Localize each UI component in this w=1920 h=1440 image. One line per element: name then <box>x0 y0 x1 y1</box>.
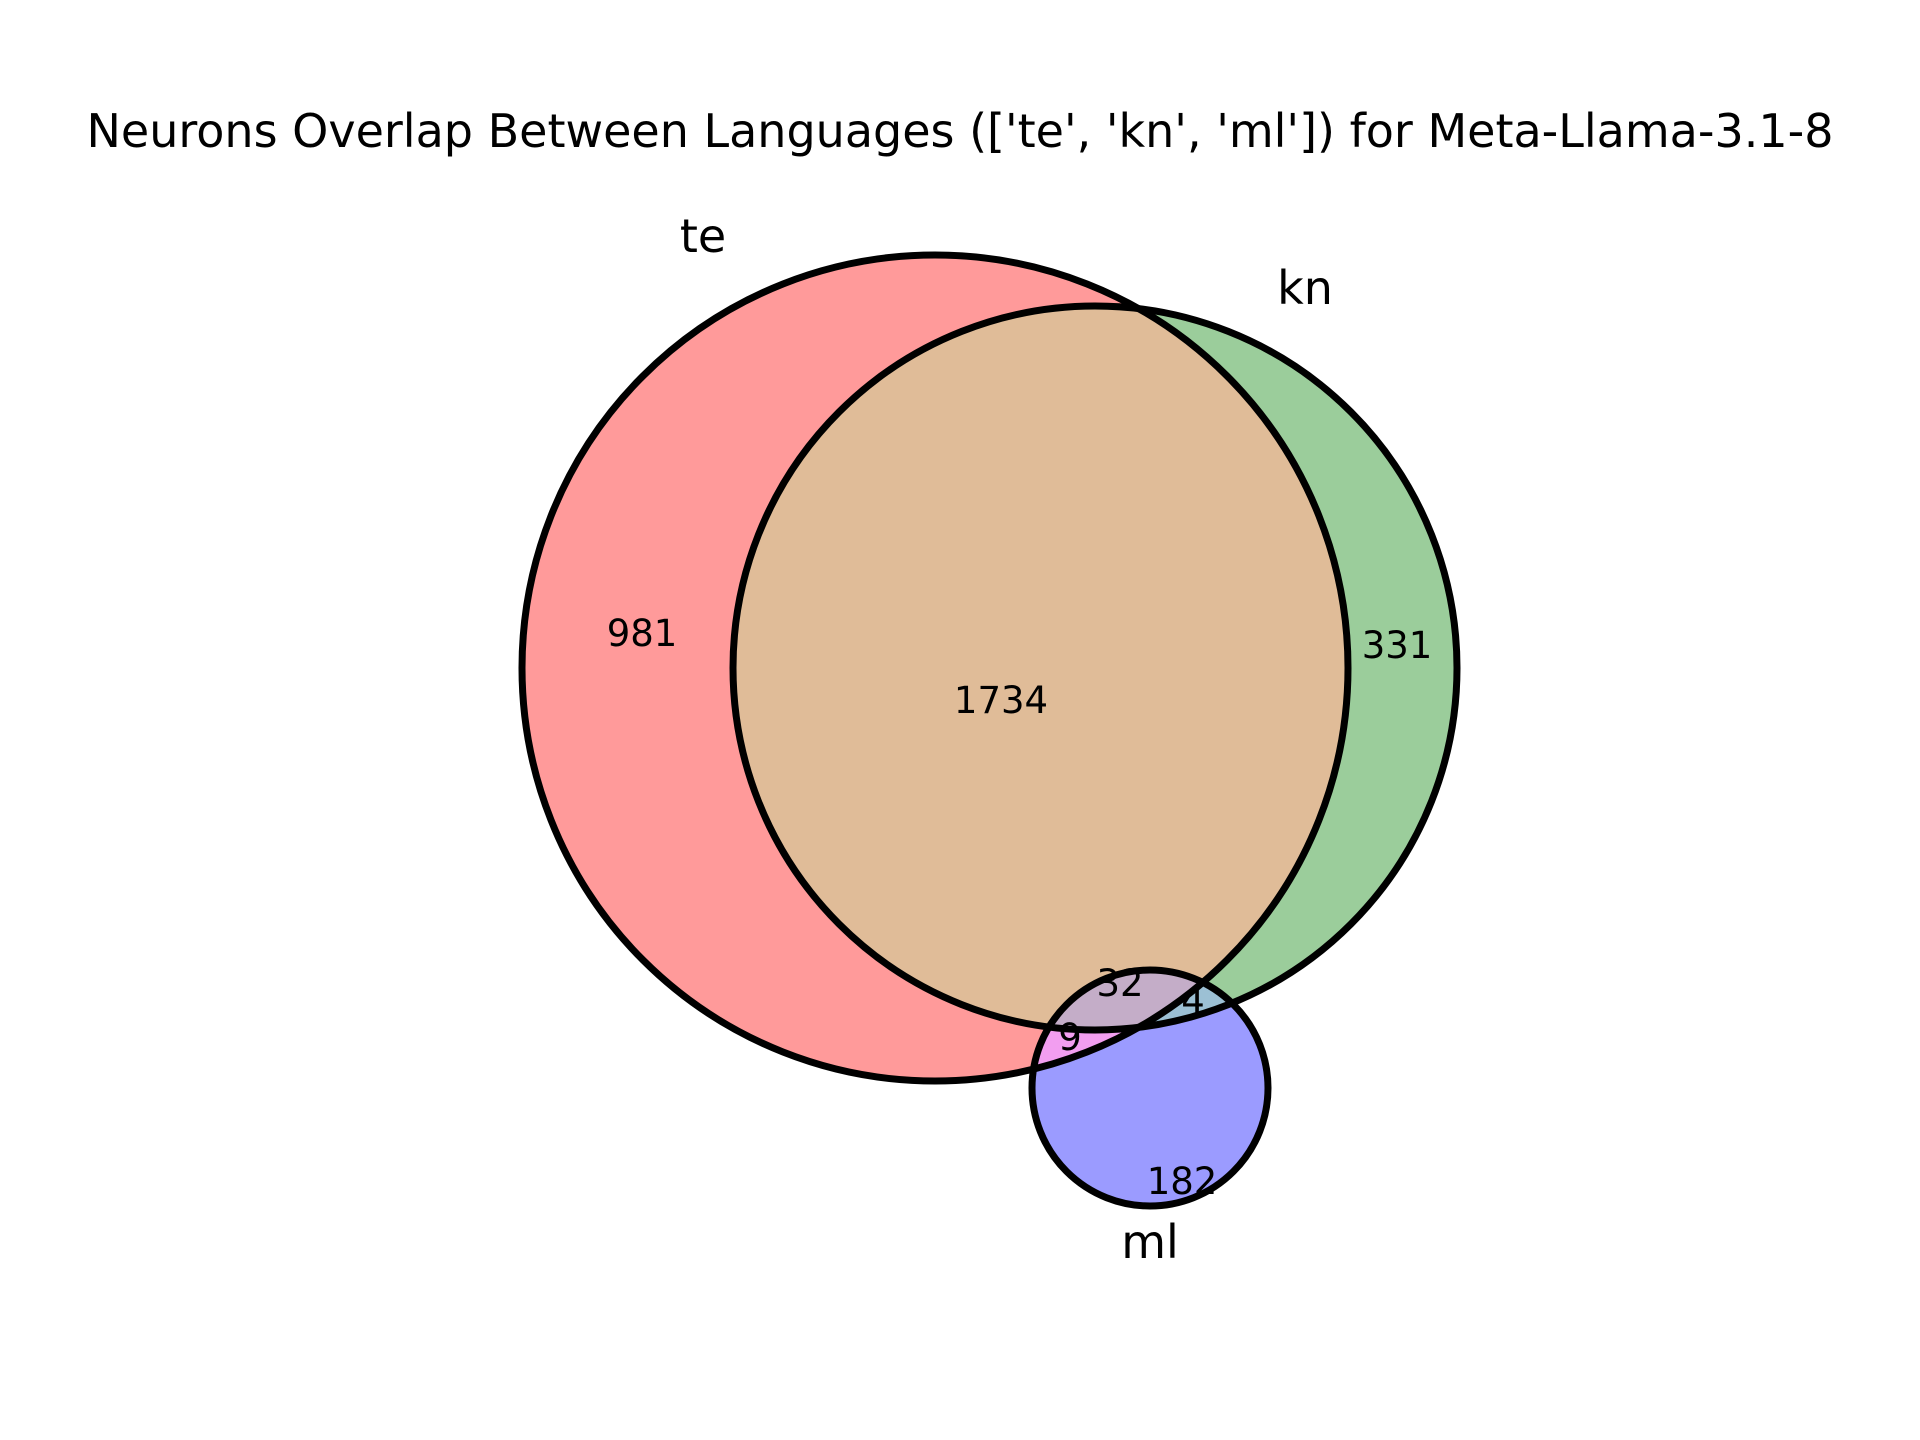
count-kn-ml: 4 <box>1181 979 1205 1022</box>
te-circle-outline <box>518 251 1352 1085</box>
set-label-kn: kn <box>1277 261 1333 315</box>
set-label-te: te <box>680 209 726 263</box>
set-label-ml: ml <box>1121 1215 1179 1269</box>
count-ml-only: 182 <box>1147 1160 1218 1203</box>
region-te-kn <box>733 306 1348 1030</box>
count-te-only: 981 <box>607 612 678 655</box>
count-te-kn-ml: 32 <box>1096 962 1143 1005</box>
count-te-ml: 9 <box>1058 1016 1082 1059</box>
ml-circle-outline <box>1028 966 1272 1210</box>
count-te-kn: 1734 <box>954 679 1048 722</box>
kn-circle-outline <box>729 302 1461 1034</box>
count-kn-only: 331 <box>1362 624 1433 667</box>
chart-title: Neurons Overlap Between Languages (['te'… <box>87 104 1834 158</box>
